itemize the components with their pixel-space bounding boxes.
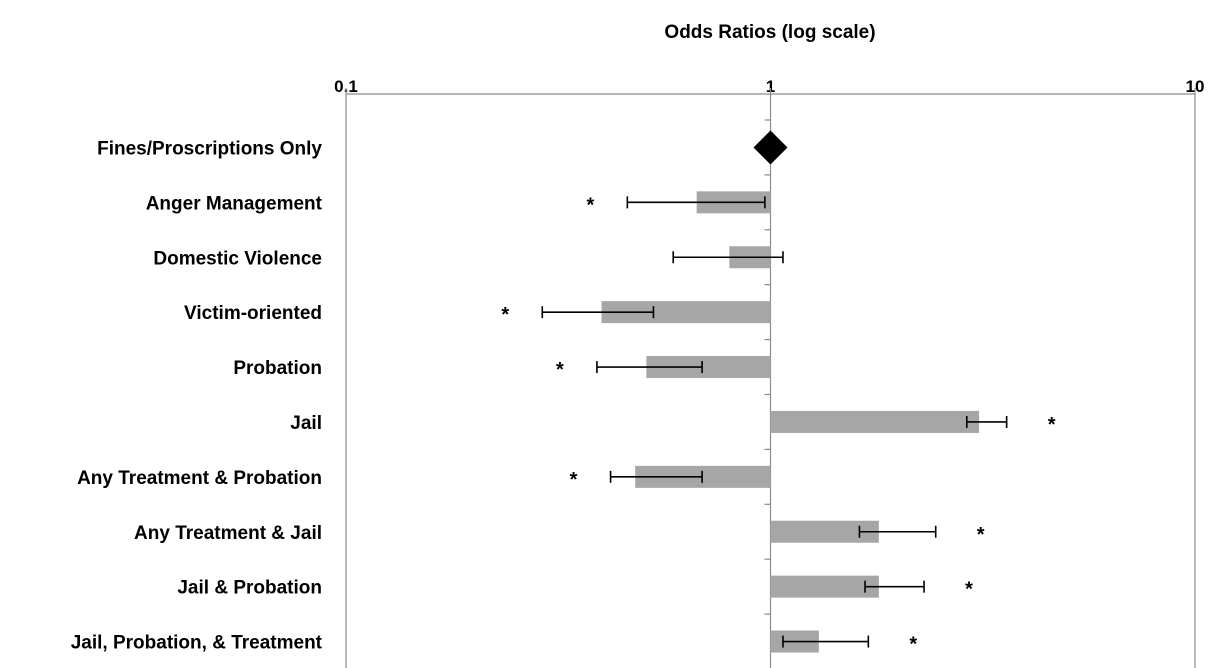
category-label: Probation <box>233 358 322 379</box>
chart-title: Odds Ratios (log scale) <box>664 22 875 43</box>
category-label: Any Treatment & Jail <box>134 523 322 544</box>
significance-marker: * <box>965 579 973 601</box>
odds-ratio-bar <box>601 301 771 324</box>
x-tick-label: 0.1 <box>334 77 358 96</box>
significance-marker: * <box>977 524 985 546</box>
category-label: Victim-oriented <box>184 303 322 324</box>
x-tick-label: 10 <box>1186 77 1205 96</box>
category-label: Domestic Violence <box>153 248 322 269</box>
significance-marker: * <box>1048 414 1056 436</box>
category-label: Any Treatment & Probation <box>77 468 322 489</box>
category-label: Anger Management <box>146 193 323 214</box>
category-label: Jail & Probation <box>177 578 322 599</box>
category-label: Jail <box>290 413 322 434</box>
significance-marker: * <box>586 194 594 216</box>
category-label: Jail, Probation, & Treatment <box>71 633 323 654</box>
category-label: Fines/Proscriptions Only <box>97 138 322 159</box>
odds-ratio-bar <box>646 356 771 379</box>
reference-diamond <box>753 130 788 165</box>
x-tick-label: 1 <box>766 77 775 96</box>
significance-marker: * <box>556 359 564 381</box>
significance-marker: * <box>501 304 509 326</box>
odds-ratio-bar <box>770 410 980 433</box>
significance-marker: * <box>570 469 578 491</box>
significance-marker: * <box>909 634 917 656</box>
odds-ratio-bar <box>770 575 879 598</box>
odds-ratio-bar <box>770 520 879 543</box>
